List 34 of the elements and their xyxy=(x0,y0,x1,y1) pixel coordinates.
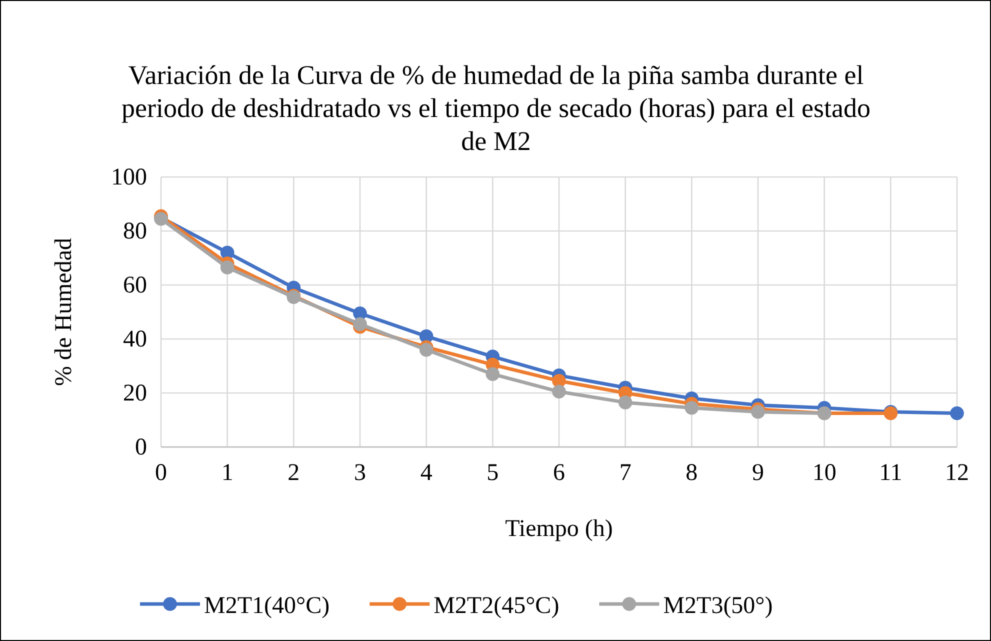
y-tick-label: 100 xyxy=(111,164,147,191)
x-tick-label: 9 xyxy=(752,460,764,486)
x-tick-label: 6 xyxy=(553,460,565,486)
x-tick-label: 2 xyxy=(288,460,300,486)
y-tick-label: 0 xyxy=(135,434,147,461)
x-tick-label: 4 xyxy=(420,460,432,486)
chart-title: Variación de la Curva de % de humedad de la piña samba durante el periodo de deshidratado vs el tiempo de secado (horas) para el estado de M2 xyxy=(122,60,870,156)
y-tick-label: 40 xyxy=(123,326,147,353)
point xyxy=(486,367,500,381)
point xyxy=(353,317,367,332)
x-tick-label: 7 xyxy=(619,460,632,486)
x-tick-label: 11 xyxy=(879,460,902,486)
x-tick-label: 1 xyxy=(221,460,234,486)
x-tick-label: 3 xyxy=(354,460,366,486)
legend-label: M2T1(40°C) xyxy=(204,593,330,619)
point xyxy=(950,406,964,420)
x-tick-label: 8 xyxy=(686,460,698,486)
x-tick-label: 12 xyxy=(945,460,969,486)
x-tick-label: 5 xyxy=(486,460,499,486)
y-tick-label: 20 xyxy=(123,380,147,407)
legend-label: M2T2(45°C) xyxy=(434,593,560,619)
x-tick-label: 10 xyxy=(812,460,836,486)
x-tick-label: 0 xyxy=(155,460,167,486)
point xyxy=(419,342,434,357)
y-tick-label: 80 xyxy=(123,218,147,245)
y-axis-title: % de Humedad xyxy=(51,238,77,386)
point xyxy=(684,400,699,415)
legend-label: M2T3(50°) xyxy=(663,593,773,619)
y-tick-label: 60 xyxy=(123,272,147,299)
x-axis-title: Tiempo (h) xyxy=(505,516,613,542)
point xyxy=(220,260,234,274)
point xyxy=(751,405,765,419)
point xyxy=(618,396,632,410)
point xyxy=(552,384,566,399)
